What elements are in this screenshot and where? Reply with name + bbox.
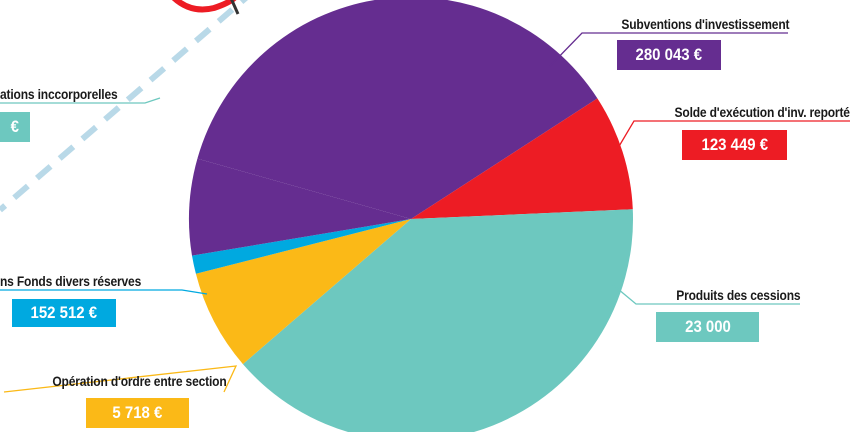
label-immobilisations: ations inccorporelles: [0, 86, 118, 102]
value-subventions: 280 043 €: [617, 40, 721, 70]
decorative-red-shape: [171, 0, 237, 13]
leader-operation: [3, 365, 238, 393]
leader-immobilisations: [0, 97, 161, 104]
label-produits: Produits des cessions: [675, 287, 800, 303]
value-immobilisations: €: [0, 112, 30, 142]
value-operation: 5 718 €: [86, 398, 189, 428]
slice-subventions-b: [188, 158, 411, 256]
label-solde: Solde d'exécution d'inv. reporté: [674, 104, 850, 120]
decorative-dark-stroke: [230, 0, 240, 15]
slice-subventions: [197, 0, 598, 219]
leader-produits: [611, 283, 800, 305]
label-subventions: Subventions d'investissement: [621, 16, 789, 32]
slice-fonds: [192, 219, 411, 274]
slice-solde: [411, 98, 633, 219]
value-fonds: 152 512 €: [12, 299, 116, 327]
slice-operation: [195, 219, 411, 365]
slice-produits: [242, 209, 634, 432]
leader-subventions: [549, 32, 788, 67]
label-operation: Opération d'ordre entre section: [52, 373, 227, 389]
decorative-dashed-line: [0, 0, 249, 213]
label-fonds: ns Fonds divers réserves: [0, 273, 142, 289]
value-solde: 123 449 €: [682, 130, 787, 160]
leader-solde: [617, 120, 850, 149]
leader-fonds: [0, 289, 208, 295]
value-produits: 23 000: [656, 312, 759, 342]
